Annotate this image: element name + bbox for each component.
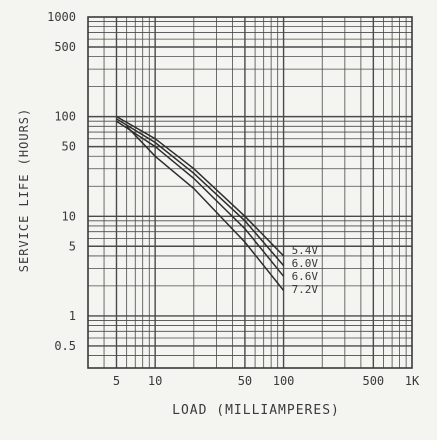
y-tick-label: 500 — [54, 40, 76, 54]
grid — [88, 17, 412, 369]
y-tick-label: 5 — [69, 239, 76, 253]
x-tick-label: 5 — [113, 374, 120, 388]
series-line — [116, 118, 285, 267]
y-tick-label: 1000 — [47, 10, 76, 24]
series-line — [116, 115, 285, 257]
x-tick-label: 100 — [273, 374, 295, 388]
x-tick-label: 500 — [362, 374, 384, 388]
tick-labels: 5 10 50 100 500 1K 0.5 1 5 10 50 100 500 1000 — [47, 10, 420, 388]
x-axis-label: LOAD (MILLIAMPERES) — [172, 403, 340, 418]
y-axis-label: SERVICE LIFE (HOURS) — [17, 108, 31, 273]
series-group: 5.4V6.0V6.6V7.2V — [116, 115, 319, 296]
series-label: 5.4V — [292, 244, 319, 257]
x-tick-label: 1K — [405, 374, 420, 388]
series-line — [126, 125, 285, 291]
x-tick-label: 50 — [238, 374, 252, 388]
series-label: 6.0V — [292, 257, 319, 270]
y-tick-label: 10 — [62, 209, 76, 223]
y-tick-label: 1 — [69, 309, 76, 323]
y-tick-label: 100 — [54, 110, 76, 124]
series-line — [116, 120, 285, 277]
y-tick-label: 50 — [62, 140, 76, 154]
plot-frame — [87, 16, 413, 369]
y-tick-label: 0.5 — [54, 339, 76, 353]
x-tick-label: 10 — [148, 374, 162, 388]
series-label: 6.6V — [292, 270, 319, 283]
series-label: 7.2V — [292, 283, 319, 296]
